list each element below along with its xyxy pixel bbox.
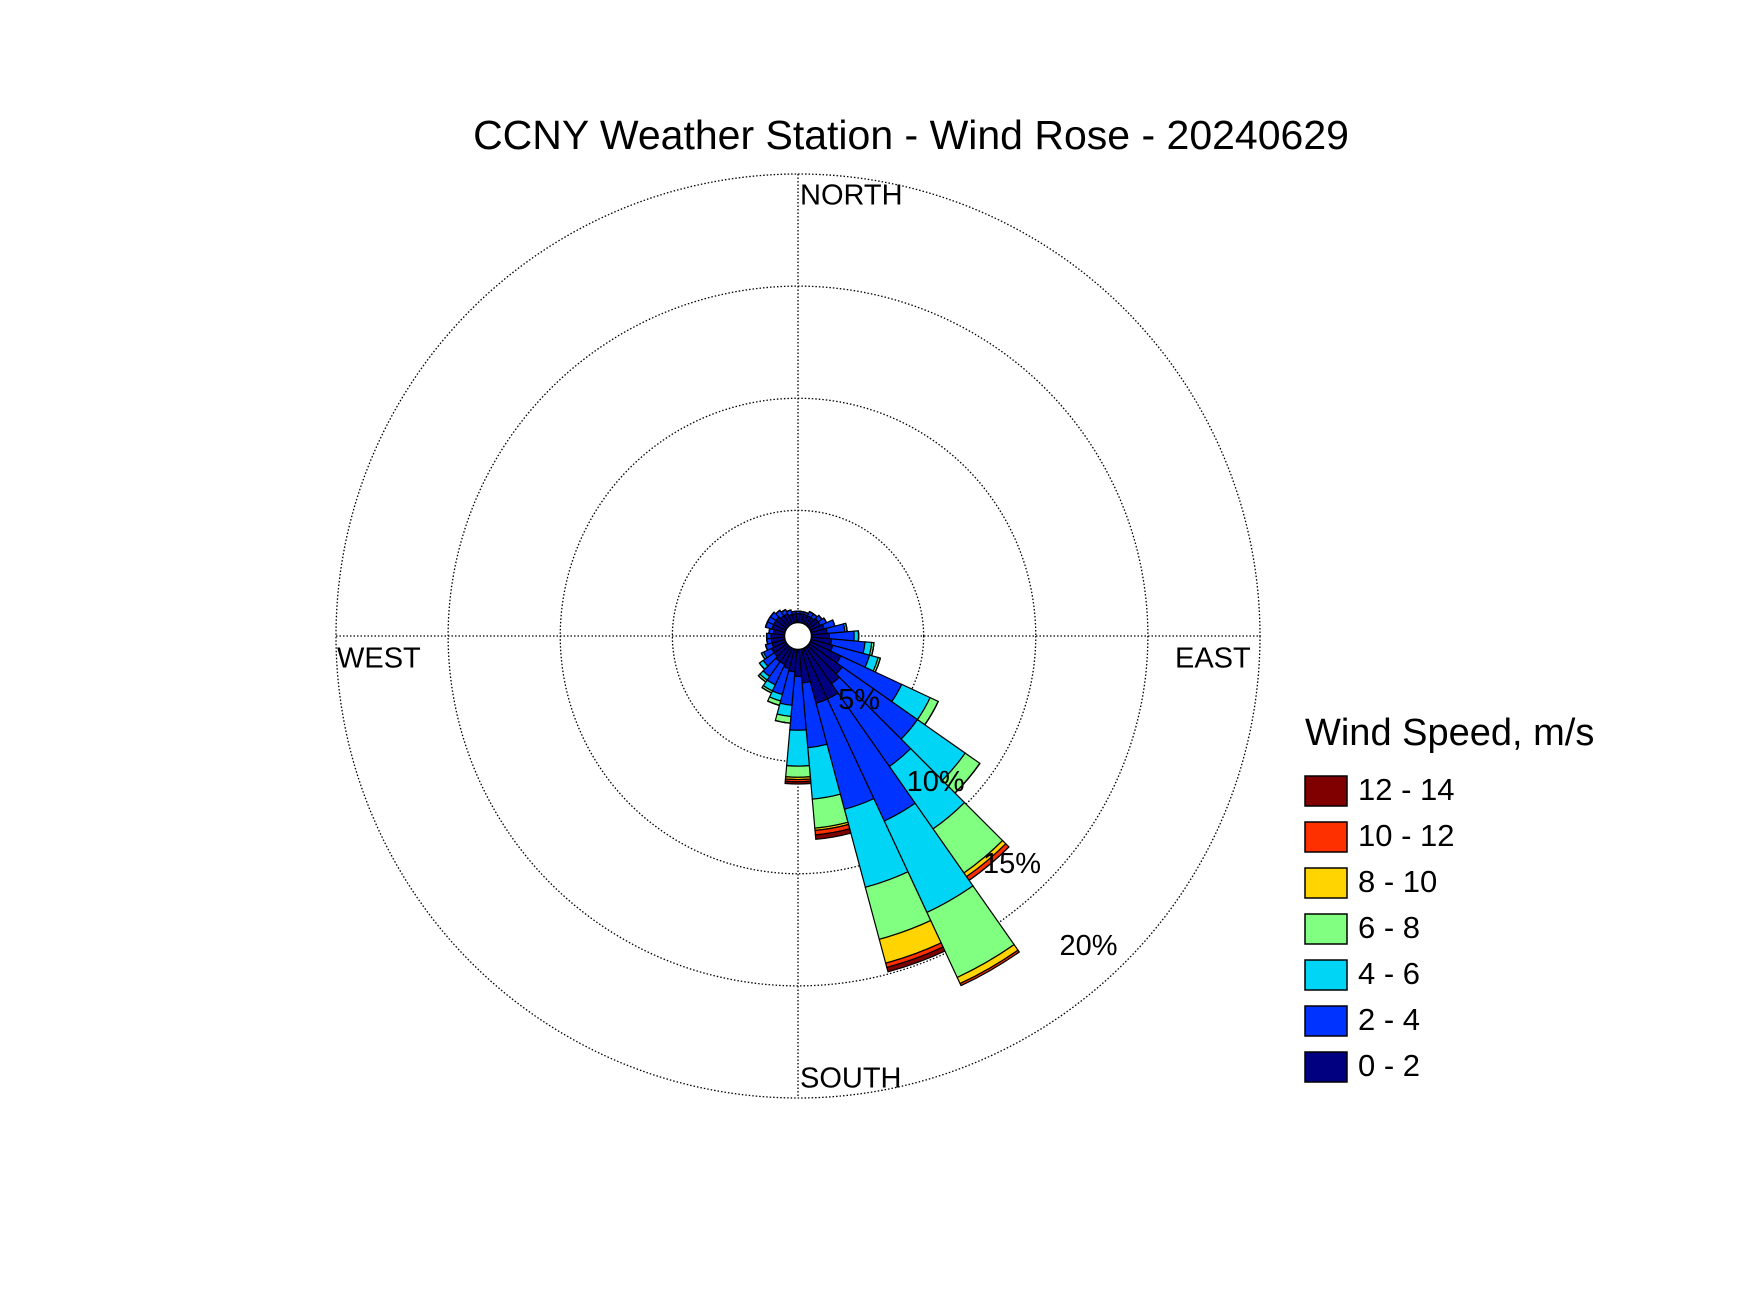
wind-segment <box>814 828 852 840</box>
legend-label: 8 - 10 <box>1358 864 1437 899</box>
wind-segment <box>769 611 775 618</box>
legend-swatch <box>1304 1051 1348 1083</box>
wind-segment <box>784 780 812 785</box>
wind-segment <box>791 610 796 613</box>
wind-segment <box>786 729 810 767</box>
legend-swatch <box>1304 821 1348 853</box>
legend-title: Wind Speed, m/s <box>1305 712 1594 754</box>
legend-swatch <box>1304 867 1348 899</box>
chart-title: CCNY Weather Station - Wind Rose - 20240… <box>473 112 1349 158</box>
wind-segment <box>785 764 811 778</box>
grid-ring <box>447 285 1149 987</box>
wind-segment <box>775 719 791 724</box>
r-tick-label: 15% <box>983 848 1041 880</box>
wind-segment <box>757 675 767 683</box>
r-tick-label: 10% <box>907 766 965 798</box>
r-tick-label: 20% <box>1060 930 1118 962</box>
grid-ring <box>335 173 1261 1099</box>
legend-label: 2 - 4 <box>1358 1002 1420 1037</box>
direction-label: WEST <box>337 643 421 675</box>
legend-label: 12 - 14 <box>1358 772 1455 807</box>
legend-label: 4 - 6 <box>1358 956 1420 991</box>
legend-label: 0 - 2 <box>1358 1048 1420 1083</box>
legend-swatch <box>1304 959 1348 991</box>
legend-swatch <box>1304 775 1348 807</box>
grid-ring <box>559 397 1037 875</box>
wind-segment <box>800 610 805 613</box>
center-hole <box>783 621 813 651</box>
wind-segment <box>764 644 769 651</box>
legend-label: 10 - 12 <box>1358 818 1455 853</box>
direction-label: EAST <box>1175 643 1251 675</box>
wind-segment <box>886 946 946 973</box>
legend-swatch <box>1304 1005 1348 1037</box>
direction-label: NORTH <box>800 180 903 212</box>
direction-label: SOUTH <box>800 1063 902 1095</box>
legend-swatch <box>1304 913 1348 945</box>
legend-label: 6 - 8 <box>1358 910 1420 945</box>
r-tick-label: 5% <box>838 684 880 716</box>
